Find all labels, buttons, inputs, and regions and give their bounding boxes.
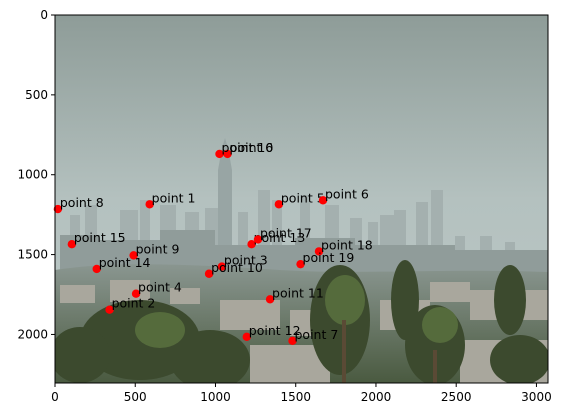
point-marker xyxy=(247,240,256,249)
point-marker xyxy=(274,200,284,209)
point-marker xyxy=(131,289,141,298)
point-label: point 9 xyxy=(136,241,180,256)
scatter-points: point 0 point 1 point 2 point 3 point 4 point… xyxy=(53,140,373,346)
y-tick-label: 1500 xyxy=(17,248,48,262)
point-label: point 8 xyxy=(60,195,104,210)
point-label: point 11 xyxy=(272,285,324,300)
point-marker xyxy=(105,305,114,314)
point-marker xyxy=(67,240,77,249)
x-tick-label: 3000 xyxy=(521,390,552,404)
y-tick-label: 2000 xyxy=(17,327,48,341)
point-marker xyxy=(129,251,138,260)
point-marker xyxy=(92,264,101,274)
point-marker xyxy=(145,200,154,209)
point-label: point 1 xyxy=(152,190,196,205)
point-label: point 16 xyxy=(221,140,273,155)
point-label: point 19 xyxy=(303,250,355,265)
point-marker xyxy=(314,247,324,256)
point-marker xyxy=(215,149,224,159)
axes-frame xyxy=(54,14,549,384)
point-label: point 15 xyxy=(74,230,126,245)
point-label: point 3 xyxy=(224,253,268,268)
x-axis-ticks: 0 500 1000 1500 2000 2500 3000 xyxy=(51,383,552,404)
point-label: point 13 xyxy=(254,230,306,245)
x-tick-label: 1000 xyxy=(200,390,231,404)
x-tick-label: 1500 xyxy=(280,390,311,404)
point-label: point 4 xyxy=(138,280,182,295)
point-marker xyxy=(204,269,214,278)
point-marker xyxy=(265,295,275,304)
y-tick-label: 500 xyxy=(25,88,48,102)
point-marker xyxy=(53,204,63,214)
x-tick-label: 0 xyxy=(51,390,59,404)
y-axis-ticks: 0 500 1000 1500 2000 xyxy=(17,8,55,341)
point-marker xyxy=(217,262,227,271)
point-marker xyxy=(318,196,328,205)
point-marker xyxy=(288,336,297,346)
point-label: point 18 xyxy=(321,237,373,252)
y-tick-label: 1000 xyxy=(17,168,48,182)
point-marker xyxy=(296,259,305,269)
x-tick-label: 2000 xyxy=(361,390,392,404)
x-tick-label: 500 xyxy=(124,390,147,404)
x-tick-label: 2500 xyxy=(441,390,472,404)
point-label: point 5 xyxy=(281,190,325,205)
point-label: point 17 xyxy=(260,225,312,240)
point-label: point 7 xyxy=(295,327,339,342)
point-marker xyxy=(253,235,263,244)
point-label: point 12 xyxy=(249,323,301,338)
city-skyline-photo xyxy=(55,15,548,383)
point-label: point 0 xyxy=(230,140,274,155)
y-tick-label: 0 xyxy=(40,8,48,22)
point-label: point 14 xyxy=(99,255,151,270)
point-label: point 10 xyxy=(211,260,263,275)
point-marker xyxy=(242,332,251,342)
point-label: point 6 xyxy=(325,186,369,201)
point-label: point 2 xyxy=(112,296,156,311)
point-marker xyxy=(223,149,232,159)
